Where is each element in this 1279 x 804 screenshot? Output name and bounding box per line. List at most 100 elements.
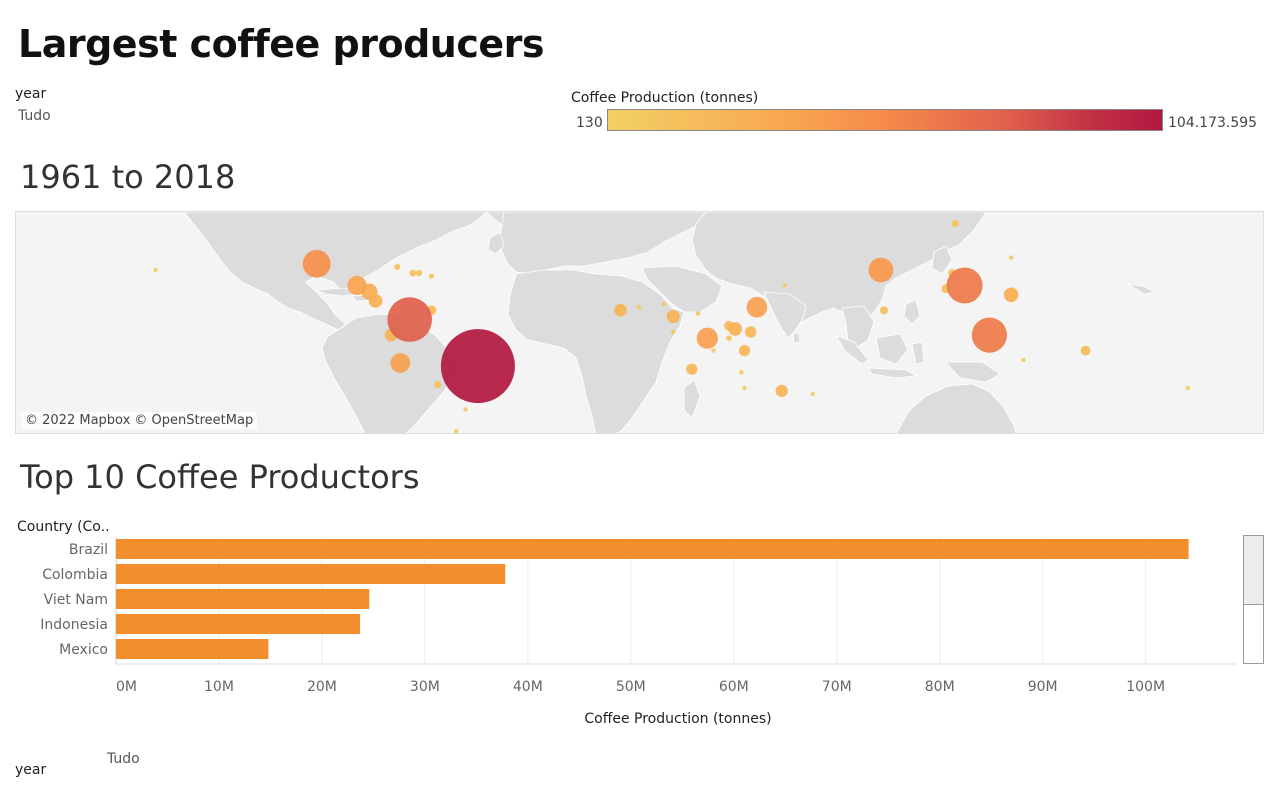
map-point[interactable] xyxy=(454,429,459,433)
map-point[interactable] xyxy=(695,311,701,316)
land-sulawesi xyxy=(911,341,925,365)
year-filter-label: year xyxy=(15,86,47,102)
x-axis-tick-labels: 0M 10M 20M 30M 40M 50M 60M 70M 80M 90M 100M xyxy=(116,679,1165,695)
map-point[interactable] xyxy=(387,297,433,342)
map-point[interactable] xyxy=(415,269,423,277)
land-britain xyxy=(487,231,505,255)
year-filter-value[interactable]: Tudo xyxy=(18,108,51,124)
map-point[interactable] xyxy=(738,345,751,357)
x-tick-label: 30M xyxy=(410,679,440,695)
map-point[interactable] xyxy=(946,267,983,304)
map-title: 1961 to 2018 xyxy=(20,158,236,196)
map-point[interactable] xyxy=(1021,357,1026,363)
map-point[interactable] xyxy=(409,269,417,277)
map-point[interactable] xyxy=(153,267,158,273)
category-label: Brazil xyxy=(69,542,108,558)
bar[interactable] xyxy=(116,564,506,584)
map-point[interactable] xyxy=(810,391,815,397)
land-arabia xyxy=(641,265,723,313)
map-point[interactable] xyxy=(711,348,716,353)
land-australia xyxy=(896,383,1016,433)
map-point[interactable] xyxy=(742,385,747,390)
land-india xyxy=(763,291,807,339)
bottom-year-value[interactable]: Tudo xyxy=(107,751,140,767)
color-legend-max-label: 104.173.595 xyxy=(1168,115,1258,131)
map-point[interactable] xyxy=(302,249,331,278)
map-point[interactable] xyxy=(880,306,888,315)
category-label: Indonesia xyxy=(40,617,108,633)
category-labels: Brazil Colombia Viet Nam Indonesia Mexico xyxy=(40,542,108,658)
map-point[interactable] xyxy=(728,322,742,336)
bar[interactable] xyxy=(116,639,269,659)
land-java xyxy=(867,367,918,379)
bar[interactable] xyxy=(116,589,370,609)
map-point[interactable] xyxy=(745,326,757,338)
map-point[interactable] xyxy=(1080,345,1091,356)
map-point[interactable] xyxy=(347,275,367,296)
world-land xyxy=(183,212,1158,433)
land-sri-lanka xyxy=(792,332,801,344)
map-point[interactable] xyxy=(951,219,959,228)
map-point[interactable] xyxy=(394,263,401,270)
color-legend-gradient xyxy=(607,109,1163,131)
map-point[interactable] xyxy=(746,296,768,318)
land-africa xyxy=(507,269,685,433)
map-point[interactable] xyxy=(696,327,718,349)
land-sumatra xyxy=(835,335,869,365)
bar[interactable] xyxy=(116,614,361,634)
map-point[interactable] xyxy=(428,273,434,279)
x-tick-label: 0M xyxy=(116,679,137,695)
bar[interactable] xyxy=(116,539,1189,559)
map-point[interactable] xyxy=(1185,385,1191,390)
map-point[interactable] xyxy=(868,257,894,283)
row-header-label[interactable]: Country (Co.. xyxy=(17,519,110,535)
map-point[interactable] xyxy=(1008,255,1014,260)
map-point[interactable] xyxy=(440,329,515,404)
color-legend-title: Coffee Production (tonnes) xyxy=(571,90,759,106)
map-attribution[interactable]: © 2022 Mapbox © OpenStreetMap xyxy=(21,412,258,429)
x-tick-label: 90M xyxy=(1028,679,1058,695)
bars[interactable] xyxy=(116,539,1189,659)
land-asia xyxy=(691,212,987,333)
map-point[interactable] xyxy=(636,304,642,310)
scrollbar-thumb[interactable] xyxy=(1244,536,1263,605)
page-title: Largest coffee producers xyxy=(18,22,545,66)
map-point[interactable] xyxy=(614,304,627,317)
land-indochina xyxy=(841,305,875,349)
map-point[interactable] xyxy=(661,301,667,307)
map-point[interactable] xyxy=(726,335,732,341)
category-label: Viet Nam xyxy=(44,592,108,608)
x-axis-title: Coffee Production (tonnes) xyxy=(584,711,771,727)
map-point[interactable] xyxy=(775,384,788,397)
color-legend-min-label: 130 xyxy=(576,115,603,131)
map-point[interactable] xyxy=(739,370,744,375)
x-tick-label: 100M xyxy=(1126,679,1165,695)
map-canvas[interactable] xyxy=(16,212,1264,434)
bottom-year-label: year xyxy=(15,762,47,778)
land-madagascar xyxy=(683,379,701,419)
land-new-guinea xyxy=(945,361,1001,383)
bar-chart-title: Top 10 Coffee Productors xyxy=(20,458,420,496)
map-point[interactable] xyxy=(390,353,411,373)
land-north-america xyxy=(183,212,487,331)
top-producers-bar-chart[interactable]: Country (Co.. Brazil Colombia Viet Nam Indo… xyxy=(0,510,1279,740)
x-tick-label: 80M xyxy=(925,679,955,695)
map-point[interactable] xyxy=(782,283,787,288)
land-aleutians xyxy=(1127,283,1158,295)
map-point[interactable] xyxy=(686,363,698,375)
map-symbols[interactable] xyxy=(153,219,1191,434)
map-point[interactable] xyxy=(434,381,442,389)
land-borneo xyxy=(875,333,909,365)
x-tick-label: 50M xyxy=(616,679,646,695)
coffee-production-map[interactable] xyxy=(15,211,1264,434)
land-europe xyxy=(499,212,707,275)
x-tick-label: 20M xyxy=(307,679,337,695)
map-point[interactable] xyxy=(666,310,680,323)
map-point[interactable] xyxy=(463,407,468,412)
map-point[interactable] xyxy=(671,329,676,335)
x-tick-label: 70M xyxy=(822,679,852,695)
map-point[interactable] xyxy=(1003,287,1019,303)
bar-chart-scrollbar[interactable] xyxy=(1243,535,1264,664)
land-japan xyxy=(931,245,953,275)
map-point[interactable] xyxy=(971,317,1008,353)
